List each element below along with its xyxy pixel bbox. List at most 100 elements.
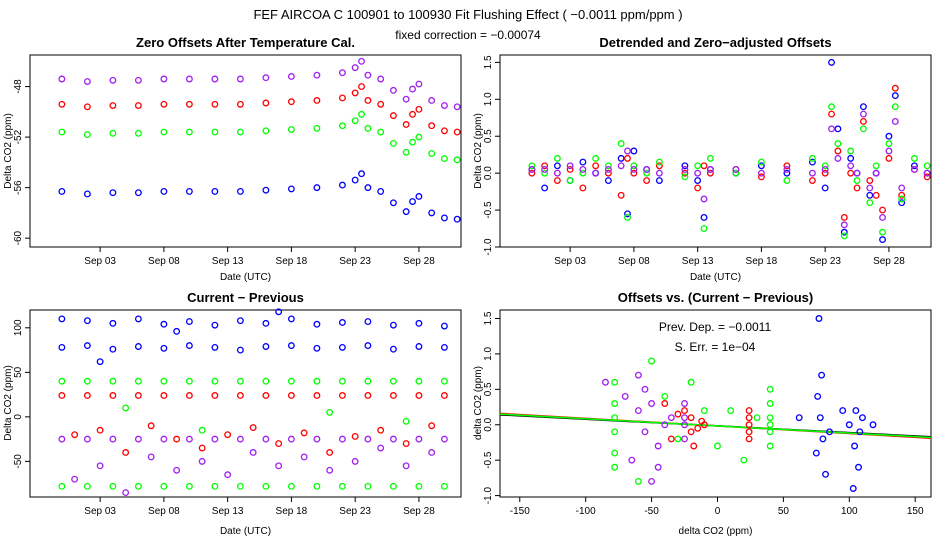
blue-point <box>83 190 91 198</box>
blue-point <box>377 187 385 195</box>
y-tick-label: 1.0 <box>483 92 494 106</box>
red-point <box>643 177 651 184</box>
red-point <box>681 407 688 415</box>
y-tick-label: 1.0 <box>483 347 494 361</box>
axis-ticks: Sep 03 Sep 08 Sep 13 Sep 18 Sep 23 Sep 28 -48 -… <box>13 79 435 267</box>
green-point <box>409 138 416 146</box>
red-point <box>667 435 675 443</box>
purple-point <box>71 475 79 483</box>
red-point <box>377 426 385 434</box>
blue-point <box>83 342 91 350</box>
y-tick-label: -50 <box>13 454 24 469</box>
purple-point <box>287 435 295 443</box>
green-point <box>134 482 142 490</box>
blue-point <box>134 315 142 323</box>
green-point <box>834 140 842 148</box>
green-point <box>415 377 423 385</box>
blue-point <box>415 193 423 200</box>
red-point <box>553 177 561 184</box>
green-point <box>611 378 619 386</box>
red-point <box>428 422 436 430</box>
blue-point <box>338 319 346 326</box>
blue-point <box>211 321 219 329</box>
purple-point <box>351 457 359 465</box>
green-point <box>83 377 91 385</box>
green-point <box>389 139 397 147</box>
green-point <box>236 482 244 490</box>
purple-point <box>415 80 423 88</box>
purple-point <box>923 169 931 177</box>
x-tick-label: Sep 13 <box>212 506 244 517</box>
y-axis-label: Delta CO2 (ppm) <box>473 113 484 189</box>
purple-point <box>634 371 642 379</box>
blue-point <box>879 236 886 244</box>
purple-point <box>661 421 669 429</box>
blue-point <box>160 344 168 352</box>
blue-point <box>816 414 824 422</box>
purple-point <box>389 435 397 443</box>
green-point <box>706 154 714 162</box>
purple-point <box>338 435 346 443</box>
blue-point <box>211 187 219 195</box>
x-tick-label: Sep 08 <box>148 256 180 267</box>
green-point <box>700 225 708 232</box>
green-point <box>185 482 193 490</box>
purple-point <box>415 435 423 443</box>
green-point <box>364 124 372 132</box>
x-tick-label: 100 <box>841 506 858 517</box>
purple-point <box>648 477 656 485</box>
plot-frame <box>29 54 462 248</box>
green-point <box>211 377 219 385</box>
green-point <box>923 162 931 170</box>
x-axis-label: Date (UTC) <box>220 526 271 537</box>
blue-point <box>700 214 708 221</box>
blue-point <box>821 184 829 192</box>
purple-point <box>211 435 219 443</box>
axis-ticks: Sep 03 Sep 08 Sep 13 Sep 18 Sep 23 Sep 28 -1.0… <box>483 55 905 267</box>
green-point <box>313 377 321 385</box>
green-point <box>198 426 206 434</box>
blue-point <box>287 342 295 350</box>
red-point <box>236 392 244 399</box>
y-tick-label: -1.0 <box>483 238 494 256</box>
red-point <box>859 118 867 125</box>
y-tick-label: 0.5 <box>483 129 494 143</box>
red-point <box>58 392 66 399</box>
green-point <box>828 103 835 111</box>
purple-point <box>630 166 638 173</box>
blue-point <box>840 228 848 236</box>
green-point <box>122 404 130 412</box>
green-point <box>661 392 669 400</box>
blue-point <box>630 147 638 155</box>
purple-point <box>160 75 168 83</box>
purple-point <box>313 71 321 79</box>
blue-point <box>109 189 117 197</box>
blue-point <box>211 343 219 351</box>
green-point <box>160 377 168 385</box>
purple-point <box>700 195 708 203</box>
purple-point <box>173 466 181 474</box>
purple-point <box>828 125 835 133</box>
green-point <box>236 377 244 385</box>
panel-offsets-vs-difference: Offsets vs. (Current − Previous) delta C… <box>473 290 932 537</box>
green-point <box>853 177 861 184</box>
blue-point <box>898 199 906 207</box>
red-point <box>389 392 397 399</box>
purple-point <box>377 75 385 83</box>
green-point <box>338 122 346 130</box>
purple-point <box>898 184 906 192</box>
purple-point <box>262 74 270 82</box>
blue-point <box>440 343 448 351</box>
red-point <box>109 102 117 109</box>
panel-current-minus-previous: Current − Previous Date (UTC) Delta CO2 … <box>3 290 462 537</box>
red-point <box>262 392 270 399</box>
red-point <box>58 100 66 108</box>
red-point <box>661 400 669 407</box>
blue-point <box>818 371 826 379</box>
blue-point <box>815 315 823 322</box>
purple-point <box>440 102 448 109</box>
y-tick-label: 0.0 <box>483 417 494 431</box>
x-tick-label: 0 <box>715 506 721 517</box>
green-point <box>674 435 682 443</box>
purple-point <box>624 147 631 155</box>
